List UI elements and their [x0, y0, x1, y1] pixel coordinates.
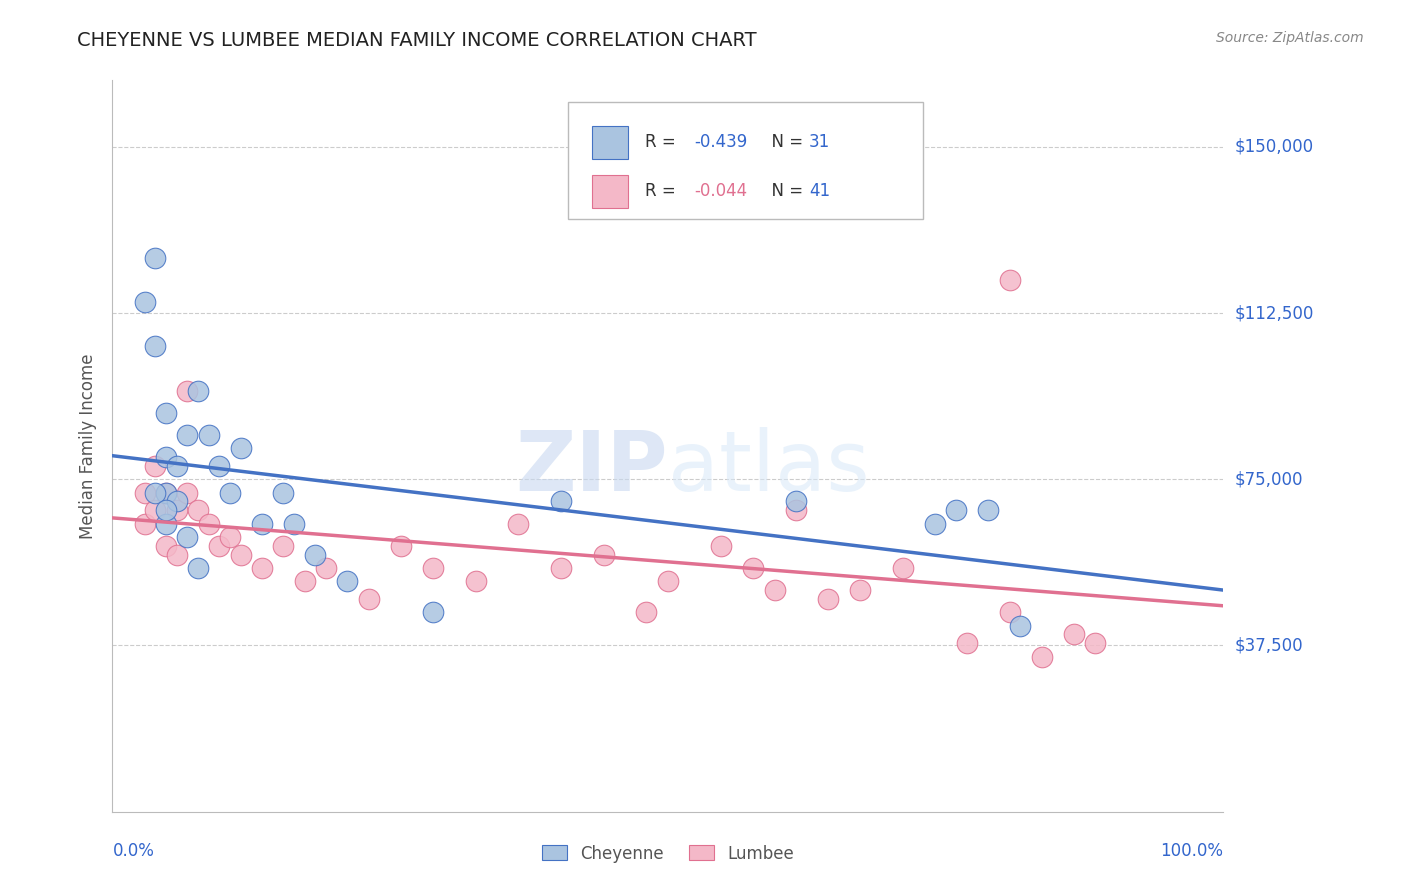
Point — [250, 561, 273, 575]
Point — [464, 574, 486, 589]
Point — [155, 485, 177, 500]
Point — [134, 516, 156, 531]
Point — [304, 548, 326, 562]
Point — [763, 583, 786, 598]
Text: 0.0%: 0.0% — [112, 842, 155, 860]
Point — [176, 428, 198, 442]
Point — [155, 503, 177, 517]
Point — [176, 384, 198, 398]
Text: 100.0%: 100.0% — [1160, 842, 1223, 860]
Point — [336, 574, 359, 589]
Point — [219, 530, 242, 544]
Point — [166, 458, 188, 473]
Point — [166, 548, 188, 562]
Point — [229, 548, 252, 562]
Point — [197, 516, 219, 531]
Point — [143, 339, 166, 353]
Point — [657, 574, 679, 589]
Point — [315, 561, 337, 575]
Point — [294, 574, 316, 589]
Text: Source: ZipAtlas.com: Source: ZipAtlas.com — [1216, 31, 1364, 45]
Point — [742, 561, 765, 575]
Text: -0.044: -0.044 — [695, 183, 748, 201]
Point — [785, 503, 807, 517]
Point — [422, 561, 444, 575]
Y-axis label: Median Family Income: Median Family Income — [79, 353, 97, 539]
Text: -0.439: -0.439 — [695, 133, 748, 152]
Point — [155, 516, 177, 531]
Point — [357, 591, 380, 606]
Text: N =: N = — [761, 183, 808, 201]
Point — [155, 485, 177, 500]
Point — [143, 458, 166, 473]
Point — [219, 485, 242, 500]
Point — [849, 583, 872, 598]
Text: R =: R = — [644, 133, 681, 152]
Text: R =: R = — [644, 183, 681, 201]
Point — [166, 494, 188, 508]
Point — [422, 605, 444, 619]
Point — [956, 636, 979, 650]
Point — [187, 384, 209, 398]
Point — [998, 273, 1021, 287]
Point — [1063, 627, 1085, 641]
Point — [273, 539, 295, 553]
Text: $112,500: $112,500 — [1234, 304, 1313, 322]
Point — [710, 539, 733, 553]
Point — [155, 539, 177, 553]
Point — [143, 503, 166, 517]
Point — [785, 494, 807, 508]
Text: $75,000: $75,000 — [1234, 470, 1303, 488]
Text: 31: 31 — [808, 133, 830, 152]
Point — [592, 548, 614, 562]
Point — [1084, 636, 1107, 650]
Point — [1031, 649, 1053, 664]
Point — [176, 530, 198, 544]
Point — [250, 516, 273, 531]
Point — [143, 251, 166, 265]
Point — [977, 503, 1000, 517]
Point — [636, 605, 658, 619]
Point — [283, 516, 305, 531]
Point — [208, 458, 231, 473]
Text: N =: N = — [761, 133, 808, 152]
Text: ZIP: ZIP — [516, 427, 668, 508]
Point — [1010, 618, 1032, 632]
FancyBboxPatch shape — [568, 103, 924, 219]
Point — [998, 605, 1021, 619]
Point — [550, 561, 572, 575]
Text: 41: 41 — [808, 183, 830, 201]
Legend: Cheyenne, Lumbee: Cheyenne, Lumbee — [536, 838, 800, 869]
Point — [208, 539, 231, 553]
Point — [817, 591, 839, 606]
Text: CHEYENNE VS LUMBEE MEDIAN FAMILY INCOME CORRELATION CHART: CHEYENNE VS LUMBEE MEDIAN FAMILY INCOME … — [77, 31, 756, 50]
Point — [508, 516, 530, 531]
Point — [134, 485, 156, 500]
Text: atlas: atlas — [668, 427, 869, 508]
Point — [273, 485, 295, 500]
Point — [155, 450, 177, 464]
Point — [176, 485, 198, 500]
Bar — [592, 126, 628, 159]
Point — [389, 539, 412, 553]
Point — [134, 294, 156, 309]
Text: $150,000: $150,000 — [1234, 137, 1313, 156]
Point — [197, 428, 219, 442]
Point — [143, 485, 166, 500]
Point — [550, 494, 572, 508]
Bar — [592, 175, 628, 208]
Point — [924, 516, 946, 531]
Point — [891, 561, 914, 575]
Point — [945, 503, 967, 517]
Point — [229, 441, 252, 455]
Point — [187, 503, 209, 517]
Point — [155, 406, 177, 420]
Point — [166, 503, 188, 517]
Text: $37,500: $37,500 — [1234, 637, 1303, 655]
Point — [187, 561, 209, 575]
